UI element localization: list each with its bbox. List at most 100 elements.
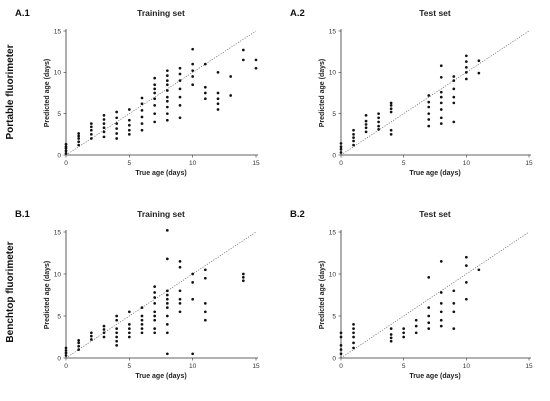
data-point (153, 331, 157, 335)
data-point (339, 142, 343, 145)
data-point (165, 293, 169, 297)
data-point (140, 96, 144, 100)
data-point (153, 327, 157, 330)
x-tick-label: 0 (339, 160, 343, 167)
x-tick-label: 15 (525, 363, 533, 370)
data-point (377, 124, 380, 128)
data-point (64, 349, 68, 352)
y-axis-label: Predicted age (days) (44, 261, 51, 329)
data-point (153, 318, 157, 322)
data-point (229, 94, 233, 97)
data-point (427, 124, 431, 128)
y-tick-label: 15 (329, 28, 337, 35)
data-point (389, 336, 393, 340)
data-point (229, 75, 233, 78)
y-tick-label: 0 (57, 355, 61, 362)
data-point (115, 314, 119, 318)
x-tick-label: 5 (128, 160, 132, 167)
identity-line (340, 231, 530, 359)
data-point (77, 143, 81, 147)
data-point (102, 126, 106, 130)
data-point (89, 125, 93, 129)
data-point (241, 276, 245, 279)
data-point (402, 327, 406, 330)
data-point (102, 335, 106, 339)
data-point (439, 116, 443, 120)
data-point (153, 285, 157, 288)
data-point (178, 72, 182, 76)
data-point (464, 66, 468, 69)
chart-title: Test set (419, 8, 451, 18)
data-point (203, 268, 207, 272)
data-point (452, 289, 456, 293)
data-point (115, 127, 119, 130)
y-tick-label: 5 (332, 111, 336, 118)
data-point (140, 314, 144, 318)
data-point (153, 112, 157, 116)
data-point (203, 318, 207, 322)
x-tick-label: 10 (463, 160, 471, 167)
data-point (140, 331, 144, 335)
data-point (464, 297, 468, 301)
data-point (439, 108, 443, 111)
data-point (153, 120, 157, 124)
data-point (127, 123, 131, 127)
data-point (102, 130, 106, 134)
data-point (153, 310, 157, 314)
data-point (165, 105, 169, 109)
data-point (352, 136, 355, 139)
data-point (477, 268, 481, 272)
data-point (427, 321, 431, 325)
data-point (364, 130, 368, 134)
y-tick-label: 15 (329, 229, 337, 236)
data-point (389, 107, 393, 111)
data-point (191, 272, 195, 276)
data-point (439, 302, 443, 305)
data-point (216, 91, 220, 95)
data-point (389, 110, 393, 114)
data-point (427, 327, 431, 330)
data-point (77, 140, 81, 144)
data-point (115, 132, 119, 135)
y-axis-label: Predicted age (days) (319, 261, 326, 329)
data-point (165, 118, 169, 122)
y-axis-label: Predicted age (days) (319, 59, 326, 127)
x-tick-label: 0 (64, 160, 68, 167)
data-point (153, 97, 157, 101)
y-tick-label: 10 (329, 271, 337, 278)
data-point (127, 118, 131, 122)
data-point (178, 302, 182, 305)
data-point (427, 100, 431, 104)
data-point (364, 126, 368, 130)
data-point (352, 132, 355, 136)
data-point (178, 265, 182, 269)
data-point (216, 70, 220, 74)
data-point (427, 105, 431, 109)
data-point (140, 109, 144, 112)
data-point (203, 276, 207, 280)
data-point (191, 297, 195, 301)
y-tick-label: 10 (329, 70, 337, 77)
data-point (352, 327, 355, 330)
data-point (339, 348, 343, 351)
panel-a2: A.2 Test set 0 5 10 15 0 5 10 15 True age (days) Pr… (290, 8, 533, 177)
chart-title: Test set (419, 209, 451, 219)
data-point (115, 327, 119, 330)
data-point (389, 327, 393, 330)
x-tick-label: 0 (64, 363, 68, 370)
data-point (339, 335, 343, 339)
data-point (140, 115, 144, 119)
data-point (77, 341, 81, 345)
data-point (452, 120, 456, 124)
data-point (165, 314, 169, 318)
data-point (364, 119, 368, 123)
data-point (389, 339, 393, 343)
data-point (389, 132, 393, 136)
data-point (165, 95, 169, 99)
data-point (153, 76, 157, 80)
data-point (191, 75, 195, 78)
data-point (439, 75, 443, 79)
data-point (127, 323, 131, 326)
data-point (464, 77, 468, 81)
